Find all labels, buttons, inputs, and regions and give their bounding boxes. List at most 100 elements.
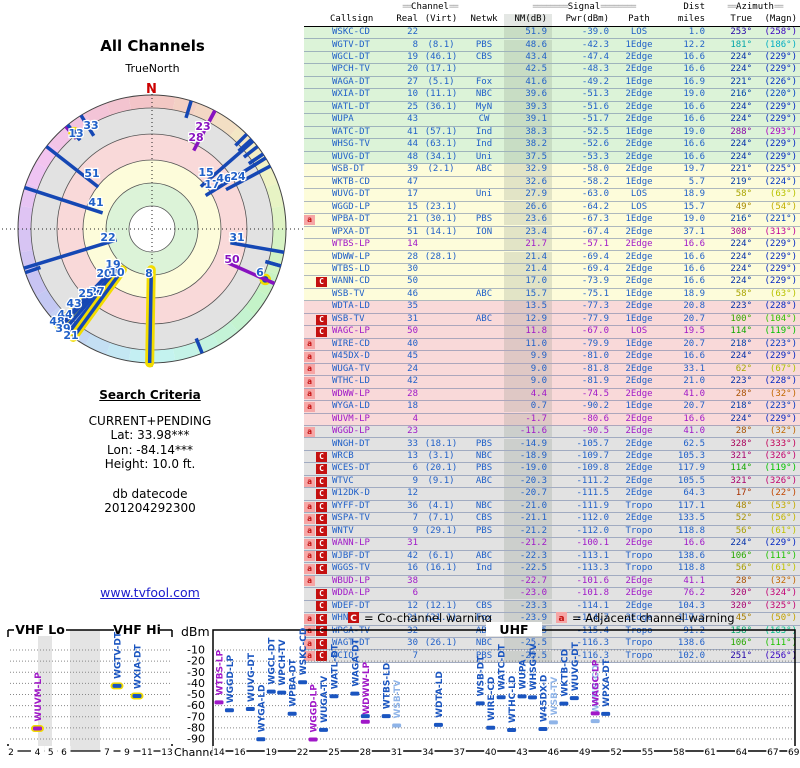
cell-azimuth-true: 181° <box>730 39 752 50</box>
marker-slot <box>304 53 315 63</box>
cell-azimuth-magn: (256°) <box>764 650 797 661</box>
table-row: a C WANN-LP 31 -21.2 -100.1 2Edge 16.6 224° (229°… <box>304 538 800 551</box>
cell-nm: 15.7 <box>504 288 552 301</box>
tick-gap <box>703 746 717 756</box>
search-criteria: Search Criteria CURRENT+PENDING Lat: 33.… <box>0 388 300 516</box>
cell-azimuth-true: 106° <box>730 638 752 649</box>
cell-azimuth-magn: (229°) <box>764 276 797 287</box>
cell-dist: 41.1 <box>683 575 705 586</box>
marker-slot <box>316 28 327 38</box>
marker-slot <box>304 277 315 287</box>
table-row: C WSB-TV 31 ABC 12.9 -77.9 1Edge 20.7 100° (104°) <box>304 313 800 327</box>
cell-dist: 16.6 <box>683 101 705 112</box>
cell-virt: (5.1) <box>427 76 455 87</box>
cell-azimuth-true: 28° <box>735 575 752 586</box>
cell-azimuth-true: 58° <box>735 189 752 200</box>
signal-bar <box>601 711 611 716</box>
cell-virt: (63.1) <box>424 139 458 150</box>
cell-azimuth-magn: (32°) <box>769 388 797 399</box>
cell-dist: 20.7 <box>683 313 705 324</box>
table-row: a WYGA-LD 18 0.7 -90.2 1Edge 20.7 218° (223°) <box>304 401 800 414</box>
cell-netwk: Ind <box>475 126 493 137</box>
radar-channel-label: 23 <box>195 120 210 133</box>
cell-azimuth-magn: (119°) <box>764 463 797 474</box>
marker-slot <box>316 177 327 187</box>
cell-netwk: ABC <box>475 164 493 175</box>
channel-tick-label: 11 <box>141 748 152 758</box>
cell-path: 2Edge <box>625 438 653 449</box>
cell-callsign: WPCH-TV <box>332 64 370 75</box>
cochannel-warning-badge: C <box>316 588 327 599</box>
warning-markers: a <box>304 376 330 387</box>
tvfool-link[interactable]: www.tvfool.com <box>100 585 200 600</box>
cell-pwr: -80.6 <box>581 413 609 424</box>
cell-callsign: W45DX-D <box>332 351 370 362</box>
signal-bar-label: WGTV-DT <box>114 631 124 679</box>
cell-callsign: WNTV <box>332 525 354 536</box>
cell-dist: 15.7 <box>683 201 705 212</box>
adjacent-warning-badge: a <box>304 339 315 350</box>
station-spoke <box>23 238 118 270</box>
cell-netwk: ION <box>475 226 493 237</box>
cell-netwk: PBS <box>475 463 493 474</box>
cell-path: LOS <box>630 326 648 337</box>
cell-path: LOS <box>630 189 648 200</box>
cell-pwr: -49.2 <box>581 76 609 87</box>
cell-callsign: WSPA-TV <box>332 513 370 524</box>
cell-nm: 4.4 <box>504 388 552 400</box>
cell-path: 1Edge <box>625 214 653 225</box>
cell-nm: 41.6 <box>504 76 552 89</box>
channel-tick-label: 64 <box>736 748 748 758</box>
cell-virt: (4.1) <box>427 500 455 511</box>
signal-bar-label: WATC-DT <box>498 643 508 690</box>
marker-slot <box>316 377 327 387</box>
cell-azimuth-magn: (220°) <box>764 89 797 100</box>
station-spoke <box>237 138 253 153</box>
table-row: C WRCB 13 (3.1) NBC -18.9 -109.7 2Edge 105.3 321°… <box>304 450 800 464</box>
radar-title: All Channels <box>100 37 205 55</box>
radar-channel-label: 20 <box>96 267 112 280</box>
cell-azimuth-magn: (32°) <box>769 426 797 437</box>
cell-dist: 117.1 <box>677 500 705 511</box>
table-row: a C WJBF-DT 42 (6.1) ABC -22.3 -113.1 Tropo 138.6… <box>304 550 800 564</box>
warning-markers <box>304 252 330 262</box>
cell-dist: 16.6 <box>683 413 705 424</box>
signal-bar-label: WAGA-DT <box>351 638 361 687</box>
cell-azimuth-magn: (50°) <box>769 613 797 624</box>
cell-dist: 18.9 <box>683 288 705 299</box>
cell-real: 23 <box>407 426 418 437</box>
cell-pwr: -58.0 <box>581 164 609 175</box>
cell-dist: 20.7 <box>683 338 705 349</box>
adjacent-warning-badge: a <box>304 401 315 412</box>
channel-tick-label: 58 <box>673 748 685 758</box>
adjacent-warning-badge: a <box>304 651 315 662</box>
vhf-lo-title: VHF Lo <box>15 622 65 637</box>
adjacent-warning-badge: a <box>304 551 315 562</box>
cell-nm: 11.8 <box>504 326 552 338</box>
radar-channel-label: 41 <box>88 196 103 209</box>
cell-dist: 138.6 <box>677 550 705 561</box>
radar-channel-label: 44 <box>57 308 73 321</box>
signal-bar-label: WDTA-LD <box>435 671 445 718</box>
cell-real: 9 <box>412 525 418 536</box>
cell-real: 14 <box>407 239 418 250</box>
signal-bar-label: WGCL-DT <box>268 637 278 685</box>
radar-channel-label: 27 <box>89 285 104 298</box>
cell-virt: (21.1) <box>424 613 458 624</box>
cell-azimuth-true: 288° <box>730 126 752 137</box>
cell-netwk: Uni <box>475 189 493 200</box>
cell-virt: (9.1) <box>427 475 455 486</box>
cell-pwr: -69.4 <box>581 251 609 262</box>
cell-real: 31 <box>407 313 418 324</box>
cell-path: LOS <box>630 201 648 212</box>
radar-channel-label: 22 <box>100 231 115 244</box>
signal-bar-label: WUVM-LP <box>34 672 44 722</box>
cell-azimuth-true: 100° <box>730 313 752 324</box>
cell-netwk: NBC <box>475 451 493 462</box>
table-row: WSKC-CD 22 51.9 -39.0 LOS 1.0 253° (258°) <box>304 27 800 40</box>
cell-dist: 20.8 <box>683 301 705 312</box>
cochannel-warning-badge: C <box>316 489 327 500</box>
warning-markers <box>304 414 330 424</box>
